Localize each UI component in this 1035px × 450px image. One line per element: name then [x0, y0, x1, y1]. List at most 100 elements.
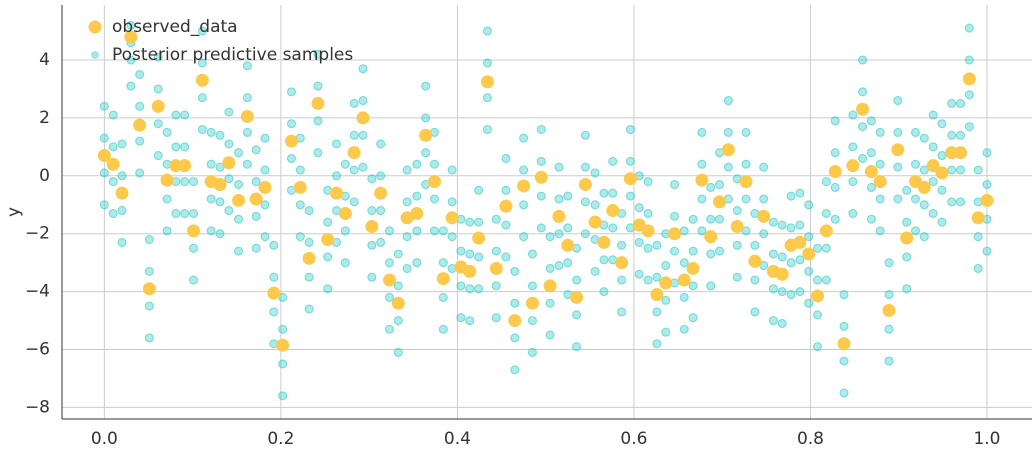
observed-point	[686, 261, 700, 275]
sample-point	[313, 49, 323, 59]
observed-point	[249, 192, 263, 206]
observed-point	[917, 180, 931, 194]
sample-point	[171, 110, 181, 120]
sample-point	[234, 246, 244, 256]
sample-point	[162, 194, 172, 204]
sample-point	[777, 287, 787, 297]
sample-point	[295, 200, 305, 210]
sample-point	[260, 165, 270, 175]
x-tick-label: 0.0	[91, 429, 118, 449]
sample-point	[189, 275, 199, 285]
observed-point	[258, 180, 272, 194]
sample-point	[465, 249, 475, 259]
sample-point	[384, 292, 394, 302]
observed-point	[757, 209, 771, 223]
sample-point	[206, 127, 216, 137]
sample-point	[126, 81, 136, 91]
sample-point	[117, 237, 127, 247]
sample-point	[286, 119, 296, 129]
sample-point	[278, 324, 288, 334]
observed-point	[882, 303, 896, 317]
sample-point	[269, 240, 279, 250]
sample-point	[928, 110, 938, 120]
sample-point	[715, 246, 725, 256]
observed-point	[178, 159, 192, 173]
observed-point	[472, 231, 486, 245]
sample-point	[937, 151, 947, 161]
sample-point	[286, 153, 296, 163]
sample-point	[937, 185, 947, 195]
sample-point	[323, 217, 333, 227]
sample-point	[269, 272, 279, 282]
sample-point	[153, 119, 163, 129]
sample-point	[652, 240, 662, 250]
sample-point	[447, 165, 457, 175]
observed-point	[293, 180, 307, 194]
sample-point	[501, 220, 511, 230]
sample-point	[162, 127, 172, 137]
sample-point	[180, 208, 190, 218]
sample-point	[893, 127, 903, 137]
sample-point	[189, 208, 199, 218]
sample-point	[884, 324, 894, 334]
sample-point	[482, 58, 492, 68]
sample-point	[421, 148, 431, 158]
sample-point	[501, 153, 511, 163]
sample-point	[465, 217, 475, 227]
sample-point	[893, 194, 903, 204]
sample-point	[830, 182, 840, 192]
sample-point	[180, 177, 190, 187]
observed-point	[427, 175, 441, 189]
sample-point	[171, 208, 181, 218]
sample-point	[323, 284, 333, 294]
observed-point	[508, 314, 522, 328]
sample-point	[608, 188, 618, 198]
sample-point	[384, 258, 394, 268]
sample-point	[474, 185, 484, 195]
sample-point	[367, 174, 377, 184]
observed-point	[962, 72, 976, 86]
observed-point	[195, 73, 209, 87]
sample-point	[848, 208, 858, 218]
sample-point	[286, 87, 296, 97]
sample-point	[117, 171, 127, 181]
observed-point	[695, 173, 709, 187]
sample-point	[643, 275, 653, 285]
sample-point	[919, 133, 929, 143]
sample-point	[866, 116, 876, 126]
sample-point	[242, 93, 252, 103]
sample-point	[750, 240, 760, 250]
sample-point	[617, 275, 627, 285]
sample-point	[768, 249, 778, 259]
x-tick-label: 0.4	[444, 429, 471, 449]
sample-point	[910, 127, 920, 137]
sample-point	[768, 284, 778, 294]
sample-point	[795, 255, 805, 265]
sample-point	[661, 261, 671, 271]
sample-point	[527, 316, 537, 326]
sample-point	[679, 324, 689, 334]
observed-point	[828, 164, 842, 178]
sample-point	[242, 159, 252, 169]
sample-point	[331, 171, 341, 181]
sample-point	[777, 252, 787, 262]
sample-point	[117, 139, 127, 149]
sample-point	[536, 223, 546, 233]
sample-point	[706, 214, 716, 224]
sample-point	[482, 26, 492, 36]
sample-point	[706, 281, 716, 291]
sample-point	[697, 194, 707, 204]
sample-point	[580, 197, 590, 207]
observed-point	[704, 230, 718, 244]
observed-point	[160, 173, 174, 187]
sample-point	[153, 84, 163, 94]
observed-point	[374, 186, 388, 200]
sample-point	[813, 342, 823, 352]
legend-label: Posterior predictive samples	[112, 45, 353, 65]
sample-point	[813, 310, 823, 320]
sample-point	[580, 162, 590, 172]
sample-point	[269, 307, 279, 317]
sample-point	[144, 333, 154, 343]
sample-point	[108, 208, 118, 218]
